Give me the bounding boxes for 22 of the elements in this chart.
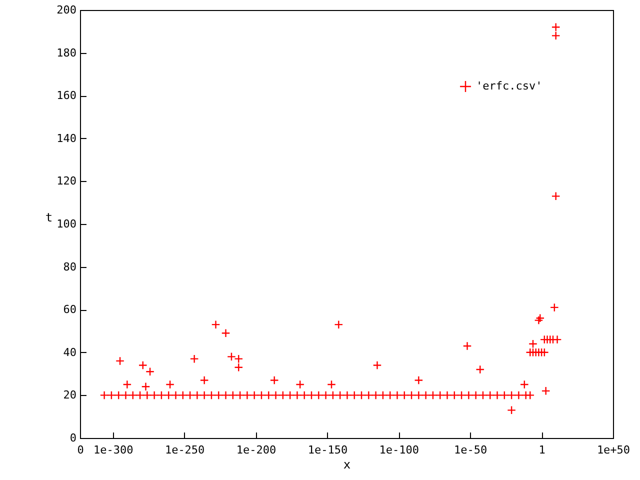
x-tick-label: 1e+50: [596, 444, 630, 456]
y-tick-label: 0: [70, 432, 76, 444]
x-tick-label: 1: [538, 444, 546, 456]
x-tick-label: 1e-250: [164, 444, 205, 456]
y-tick-label: 180: [56, 46, 76, 60]
y-axis-title: t: [45, 210, 53, 224]
y-tick-label: 140: [56, 132, 76, 145]
y-tick-label: 20: [63, 388, 76, 402]
x-tick-label: 1e-100: [379, 444, 420, 456]
y-tick-label: 200: [56, 4, 76, 16]
y-tick-label: 100: [56, 218, 76, 230]
x-tick-label: 1e-150: [308, 444, 348, 456]
x-tick-label: 1e-200: [236, 444, 276, 456]
x-tick-label: 1e-300: [94, 444, 134, 456]
y-tick-label: 60: [63, 303, 76, 316]
x-axis-title: x: [343, 458, 351, 472]
legend-label: 'erfc.csv': [476, 80, 542, 92]
x-tick-label: 1e-50: [454, 444, 488, 456]
y-tick-label: 40: [63, 346, 76, 359]
y-tick-label: 120: [56, 174, 76, 188]
y-tick-label: 80: [63, 260, 76, 274]
y-tick-label: 160: [56, 89, 76, 102]
